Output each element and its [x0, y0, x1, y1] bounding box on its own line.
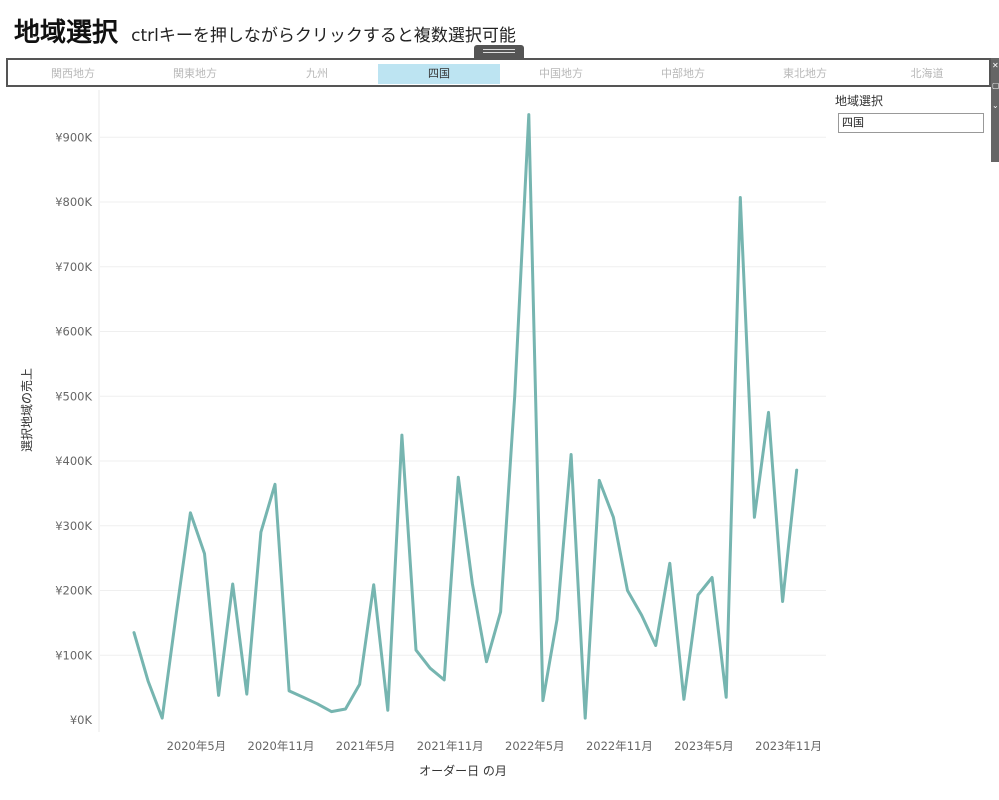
x-tick-label: 2023年11月	[755, 739, 822, 753]
x-tick-label: 2021年5月	[336, 739, 396, 753]
menu-icon: ▢	[992, 81, 999, 90]
filter-item-hokkaido[interactable]: 北海道	[910, 67, 944, 80]
filter-item-shikoku[interactable]: 四国	[378, 64, 500, 84]
page-title: 地域選択	[14, 18, 119, 48]
filter-item-tohoku[interactable]: 東北地方	[783, 67, 827, 80]
x-tick-label: 2020年11月	[248, 739, 315, 753]
x-axis-ticks: 2020年5月 2020年11月 2021年5月 2021年11月 2022年5月 202…	[167, 739, 822, 753]
y-tick-label: ¥600K	[55, 325, 92, 339]
y-axis-ticks: ¥0K ¥100K ¥200K ¥300K ¥400K ¥500K ¥600K ¥700K ¥8…	[55, 130, 92, 727]
x-tick-label: 2022年5月	[505, 739, 565, 753]
grid-lines	[100, 136, 826, 656]
filter-item-chugoku[interactable]: 中国地方	[539, 67, 583, 80]
legend-selected-value[interactable]: 四国	[838, 113, 984, 133]
x-tick-label: 2021年11月	[417, 739, 484, 753]
y-tick-label: ¥500K	[55, 389, 92, 403]
y-tick-label: ¥700K	[55, 260, 92, 274]
region-filter-bar: 関西地方 関東地方 九州 四国 中国地方 中部地方 東北地方 北海道	[6, 58, 991, 87]
y-tick-label: ¥200K	[55, 584, 92, 598]
x-tick-label: 2020年5月	[167, 739, 227, 753]
y-tick-label: ¥900K	[55, 130, 92, 144]
filter-item-kyushu[interactable]: 九州	[306, 67, 328, 80]
page-subtitle: ctrlキーを押しながらクリックすると複数選択可能	[131, 26, 516, 46]
y-tick-label: ¥800K	[55, 195, 92, 209]
x-tick-label: 2022年11月	[586, 739, 653, 753]
drag-handle[interactable]	[474, 45, 524, 58]
y-axis-label: 選択地域の売上	[19, 368, 34, 452]
y-tick-label: ¥100K	[55, 648, 92, 662]
filter-item-kansai[interactable]: 関西地方	[51, 67, 95, 80]
chevron-icon: ⌄	[992, 101, 999, 110]
x-tick-label: 2023年5月	[674, 739, 734, 753]
title-row: 地域選択 ctrlキーを押しながらクリックすると複数選択可能	[14, 12, 516, 49]
legend-title: 地域選択	[835, 94, 884, 108]
side-panel-tab[interactable]: ✕ ▢ ⌄	[991, 58, 999, 162]
close-icon[interactable]: ✕	[992, 61, 999, 70]
y-tick-label: ¥300K	[55, 519, 92, 533]
y-tick-label: ¥0K	[70, 713, 93, 727]
filter-item-chubu[interactable]: 中部地方	[661, 67, 705, 80]
filter-item-kanto[interactable]: 関東地方	[173, 67, 217, 80]
y-tick-label: ¥400K	[55, 454, 92, 468]
series-line	[132, 113, 799, 720]
x-axis-label: オーダー日 の月	[419, 763, 507, 778]
